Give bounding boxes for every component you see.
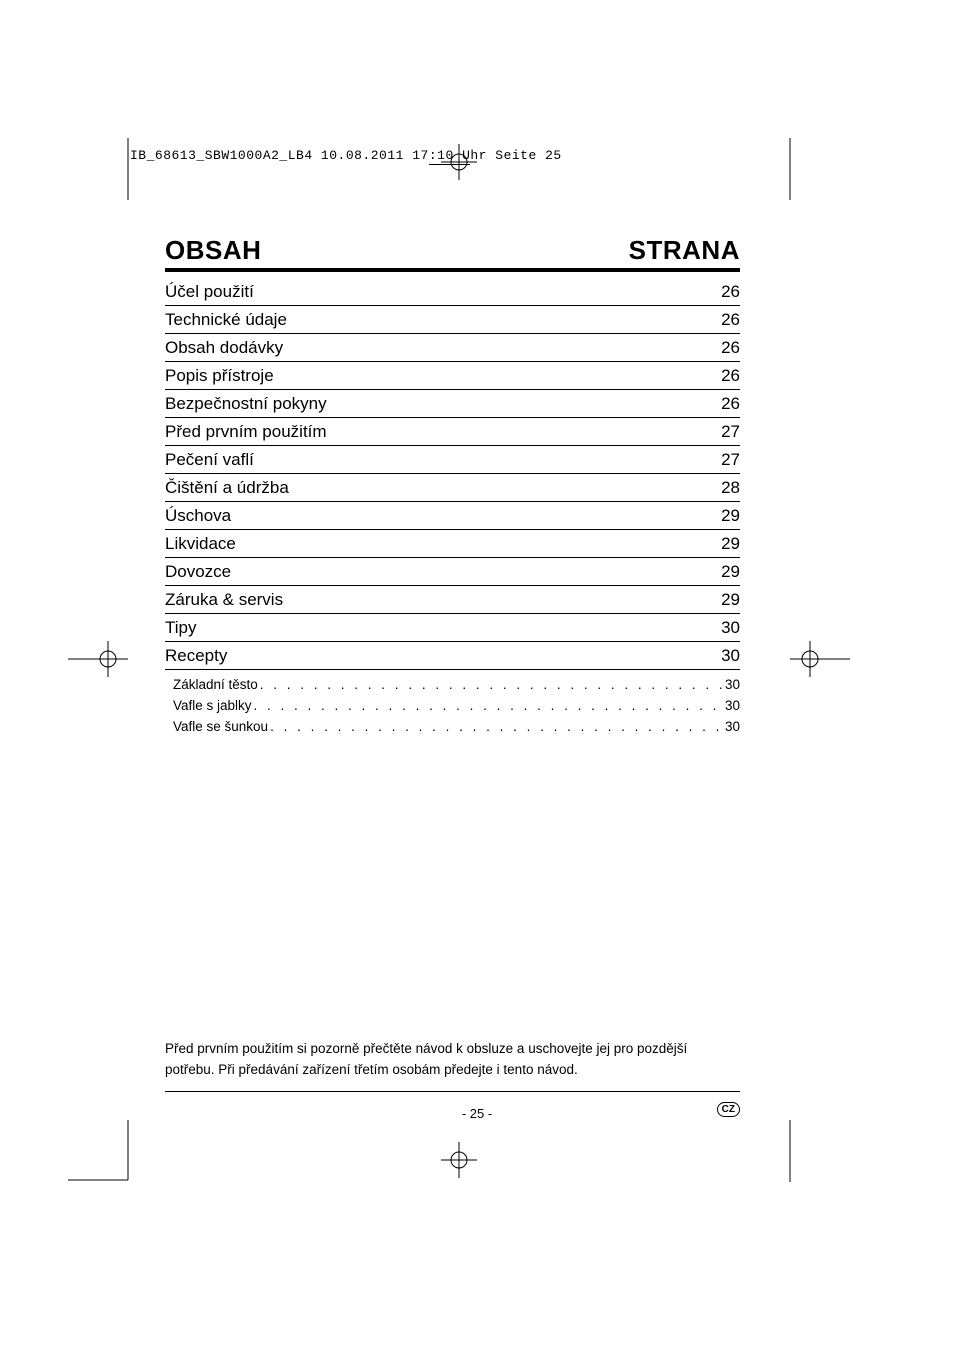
toc-sub-row: Vafle s jablky 30: [165, 695, 740, 716]
sub-label: Základní těsto: [173, 677, 258, 692]
toc-row: Záruka & servis 29: [165, 586, 740, 614]
sub-page: 30: [725, 677, 740, 692]
sub-label: Vafle s jablky: [173, 698, 252, 713]
toc-label: Čištění a údržba: [165, 478, 289, 498]
toc-page: 29: [721, 590, 740, 610]
toc-sub-row: Základní těsto 30: [165, 674, 740, 695]
toc-page: 26: [721, 394, 740, 414]
toc-label: Recepty: [165, 646, 227, 666]
toc-label: Účel použití: [165, 282, 254, 302]
toc-page: 30: [721, 646, 740, 666]
toc-page: 26: [721, 338, 740, 358]
toc-page: 30: [721, 618, 740, 638]
toc-label: Bezpečnostní pokyny: [165, 394, 327, 414]
toc-row: Popis přístroje 26: [165, 362, 740, 390]
toc-page: 27: [721, 450, 740, 470]
toc-row: Pečení vaflí 27: [165, 446, 740, 474]
crop-top-left-v: [127, 138, 129, 200]
toc-page: 26: [721, 366, 740, 386]
crop-bot-left: [68, 1120, 130, 1182]
toc-row: Úschova 29: [165, 502, 740, 530]
toc-row: Účel použití 26: [165, 278, 740, 306]
language-badge: CZ: [717, 1102, 740, 1117]
toc-row: Bezpečnostní pokyny 26: [165, 390, 740, 418]
toc-row: Likvidace 29: [165, 530, 740, 558]
toc-header: OBSAH STRANA: [165, 235, 740, 272]
toc-page: 29: [721, 506, 740, 526]
toc-page: 27: [721, 422, 740, 442]
registration-mark-bottom: [439, 1140, 479, 1180]
toc-label: Tipy: [165, 618, 197, 638]
toc-label: Dovozce: [165, 562, 231, 582]
sub-label: Vafle se šunkou: [173, 719, 268, 734]
footnote-text: Před prvním použitím si pozorně přečtěte…: [165, 1039, 740, 1092]
toc-page: 26: [721, 282, 740, 302]
crop-top-right-v: [789, 138, 791, 200]
toc-sub-row: Vafle se šunkou 30: [165, 716, 740, 737]
header-suffix: hr Seite 25: [470, 148, 561, 163]
toc-label: Likvidace: [165, 534, 236, 554]
toc-label: Popis přístroje: [165, 366, 274, 386]
header-prefix: IB_68613_SBW1000A2_LB4 10.08.2011 17: [130, 148, 429, 163]
toc-label: Záruka & servis: [165, 590, 283, 610]
registration-mark-right: [790, 639, 830, 679]
toc-page: 29: [721, 562, 740, 582]
toc-page: 28: [721, 478, 740, 498]
toc-page: 29: [721, 534, 740, 554]
sub-page: 30: [725, 698, 740, 713]
toc-row: Dovozce 29: [165, 558, 740, 586]
toc-sub-rows: Základní těsto 30 Vafle s jablky 30 Vafl…: [165, 674, 740, 737]
toc-label: Pečení vaflí: [165, 450, 254, 470]
toc-row: Tipy 30: [165, 614, 740, 642]
toc-label: Před prvním použitím: [165, 422, 327, 442]
dots-leader: [268, 719, 725, 734]
toc-content: OBSAH STRANA Účel použití 26 Technické úd…: [165, 235, 740, 737]
toc-label: Obsah dodávky: [165, 338, 283, 358]
crop-bot-right-v: [789, 1120, 791, 1182]
registration-mark-left: [88, 639, 128, 679]
toc-row: Obsah dodávky 26: [165, 334, 740, 362]
toc-title-right: STRANA: [629, 235, 740, 266]
print-header-line: IB_68613_SBW1000A2_LB4 10.08.2011 17:10 …: [130, 148, 562, 165]
toc-page: 26: [721, 310, 740, 330]
dots-leader: [252, 698, 725, 713]
toc-label: Úschova: [165, 506, 231, 526]
toc-row: Recepty 30: [165, 642, 740, 670]
dots-leader: [258, 677, 725, 692]
page-number: - 25 -: [0, 1106, 954, 1121]
toc-title-left: OBSAH: [165, 235, 261, 266]
registration-mark-top: [439, 142, 479, 182]
toc-row: Před prvním použitím 27: [165, 418, 740, 446]
toc-label: Technické údaje: [165, 310, 287, 330]
toc-row: Technické údaje 26: [165, 306, 740, 334]
toc-row: Čištění a údržba 28: [165, 474, 740, 502]
page: IB_68613_SBW1000A2_LB4 10.08.2011 17:10 …: [0, 0, 954, 1351]
sub-page: 30: [725, 719, 740, 734]
